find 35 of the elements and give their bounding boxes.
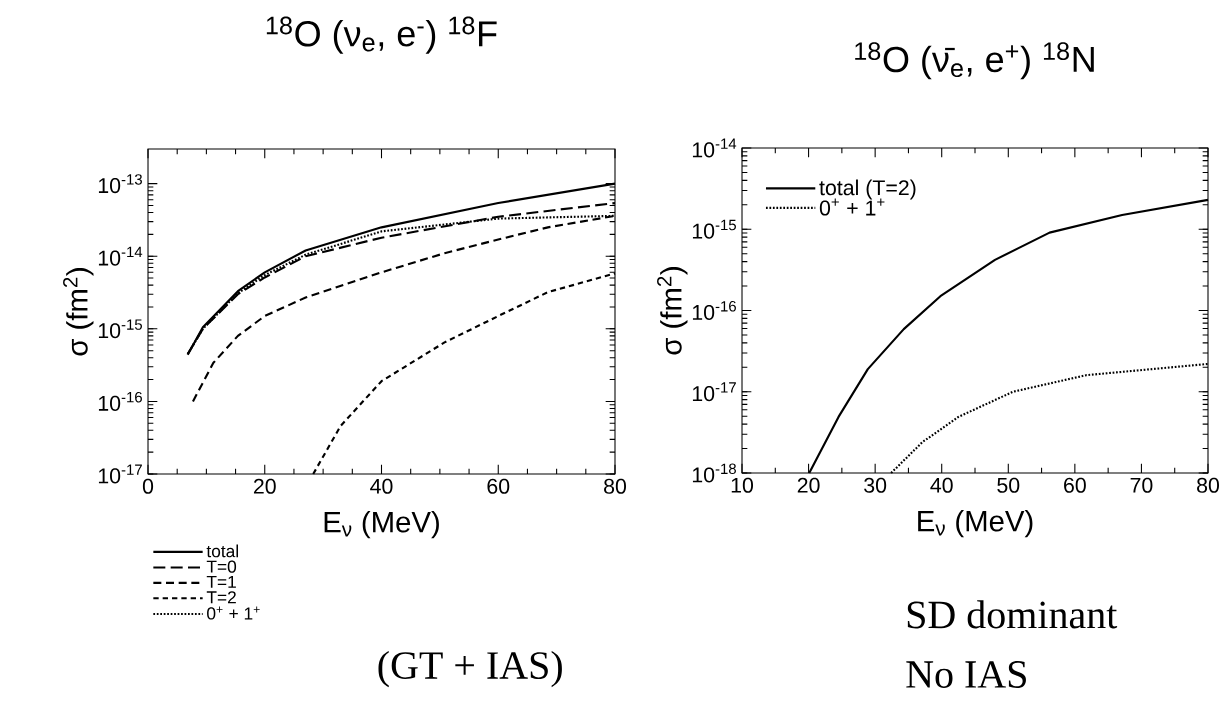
x-tick-label: 80: [1197, 477, 1220, 493]
x-axis-title: E$_{ν}$ (MeV): [918, 509, 1033, 538]
y-tick-label: 10$^{-14}$: [692, 138, 737, 158]
y-axis-title: σ (fm$^{2}$): [63, 268, 94, 356]
y-tick-label: 10$^{-14}$: [98, 246, 143, 266]
chart-title: $^{18}$O (ν̄$_{e}$, e$^{+}$) $^{18}$N: [855, 42, 1094, 80]
x-tick-label: 0: [142, 478, 154, 494]
x-tick-label: 30: [864, 477, 887, 493]
legend-label: T=2: [206, 591, 236, 604]
x-tick-label: 70: [1130, 477, 1153, 493]
x-tick-label: 60: [487, 478, 510, 494]
legend-label: 0$^{+}$ + 1$^{+}$: [207, 606, 260, 620]
legend-label: total: [206, 544, 238, 558]
text: (GT + IAS): [378, 650, 562, 688]
x-tick-label: 50: [997, 477, 1020, 493]
y-tick-label: 10$^{-16}$: [98, 391, 142, 411]
x-axis-title: E$_{ν}$ (MeV): [324, 510, 439, 539]
text: No IAS: [906, 661, 1026, 688]
y-axis-title: σ (fm$^{2}$): [657, 267, 688, 355]
x-tick-label: 80: [604, 478, 627, 494]
y-tick-label: 10$^{-16}$: [692, 301, 736, 321]
chart-title: $^{18}$O (ν$_{e}$, e$^{-}$) $^{18}$F: [266, 16, 497, 54]
x-tick-label: 20: [797, 477, 820, 493]
y-tick-label: 10$^{-17}$: [692, 382, 736, 402]
legend-label: T=1: [206, 575, 236, 588]
y-tick-label: 10$^{-15}$: [98, 319, 142, 339]
legend-label: T=0: [206, 560, 237, 573]
x-tick-label: 20: [253, 478, 276, 494]
x-tick-label: 60: [1064, 477, 1086, 493]
y-tick-label: 10$^{-15}$: [692, 219, 736, 239]
text: SD dominant: [907, 600, 1118, 629]
y-tick-label: 10$^{-17}$: [98, 464, 142, 484]
y-tick-label: 10$^{-13}$: [98, 174, 142, 194]
x-tick-label: 40: [370, 478, 393, 494]
x-tick-label: 40: [930, 477, 953, 493]
